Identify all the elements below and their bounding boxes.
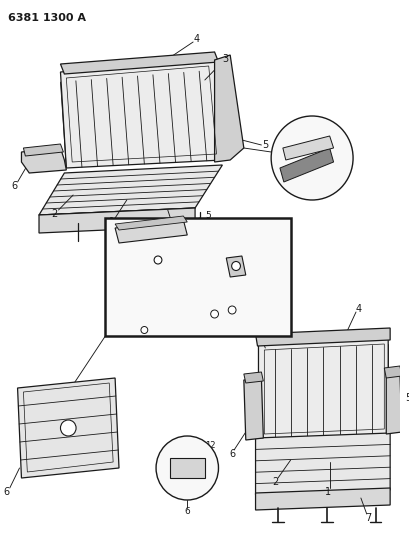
Polygon shape: [255, 488, 389, 510]
Text: 6: 6: [229, 449, 235, 459]
Bar: [105, 218, 290, 336]
Text: 7: 7: [365, 513, 371, 523]
Text: 6381 1300 A: 6381 1300 A: [8, 13, 85, 23]
Text: 11: 11: [319, 127, 331, 136]
Polygon shape: [18, 378, 119, 478]
Polygon shape: [243, 372, 263, 383]
Polygon shape: [243, 378, 263, 440]
Text: 5: 5: [405, 393, 409, 403]
Circle shape: [231, 262, 240, 271]
Text: 7: 7: [161, 300, 166, 309]
Text: 4: 4: [355, 304, 361, 314]
Text: 3: 3: [222, 54, 228, 64]
Polygon shape: [383, 366, 401, 378]
Polygon shape: [279, 148, 333, 182]
Circle shape: [228, 306, 236, 314]
Polygon shape: [39, 208, 195, 233]
Polygon shape: [255, 328, 389, 346]
Polygon shape: [385, 372, 401, 434]
Text: 10: 10: [245, 251, 257, 260]
Polygon shape: [60, 52, 218, 74]
Circle shape: [156, 436, 218, 500]
Circle shape: [210, 310, 218, 318]
Text: 6: 6: [4, 487, 10, 497]
Text: 4: 4: [193, 34, 200, 44]
Polygon shape: [258, 336, 387, 440]
Polygon shape: [115, 220, 187, 243]
Polygon shape: [214, 55, 243, 162]
Polygon shape: [115, 216, 187, 230]
Text: 8: 8: [128, 327, 134, 336]
Circle shape: [141, 327, 147, 334]
Text: 6: 6: [11, 181, 18, 191]
Text: 2: 2: [52, 209, 58, 219]
Circle shape: [270, 116, 352, 200]
Circle shape: [154, 256, 162, 264]
Text: 9: 9: [202, 324, 207, 333]
Text: 3: 3: [252, 321, 258, 331]
Text: 7: 7: [172, 227, 178, 237]
Polygon shape: [169, 458, 204, 478]
Text: 5: 5: [204, 212, 210, 221]
Polygon shape: [226, 256, 245, 277]
Text: 2: 2: [271, 477, 277, 487]
Polygon shape: [255, 433, 389, 495]
Circle shape: [60, 420, 76, 436]
Polygon shape: [60, 60, 222, 168]
Text: 6: 6: [184, 506, 190, 515]
Polygon shape: [21, 148, 66, 173]
Polygon shape: [23, 144, 63, 156]
Text: 8: 8: [229, 318, 234, 327]
Polygon shape: [282, 136, 333, 160]
Polygon shape: [39, 165, 222, 215]
Text: 12: 12: [205, 440, 216, 449]
Text: 1: 1: [109, 217, 115, 227]
Text: 1: 1: [324, 487, 330, 497]
Text: 5: 5: [261, 140, 268, 150]
